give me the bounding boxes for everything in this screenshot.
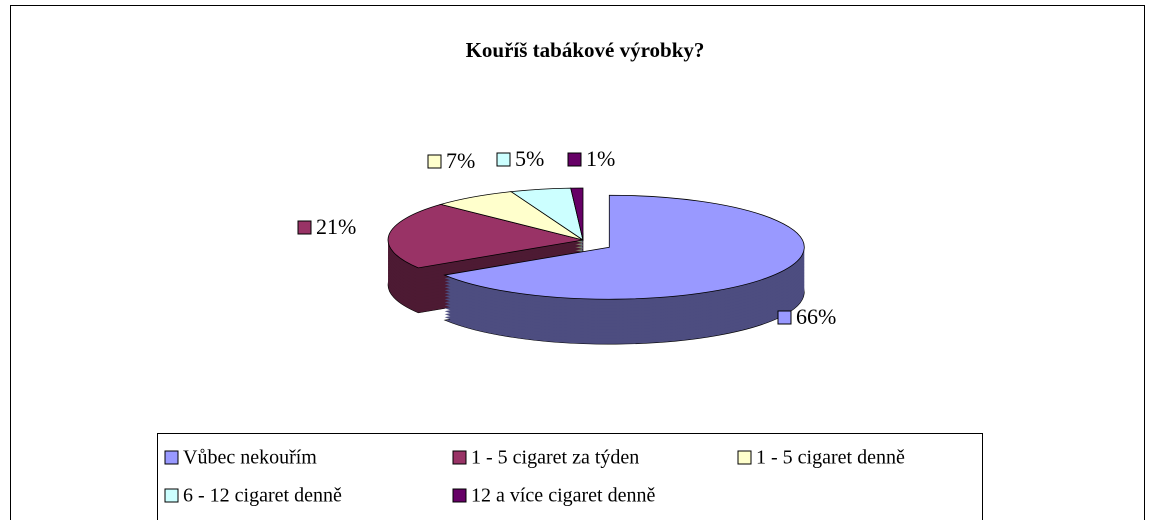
label-key	[777, 310, 792, 325]
legend-label: 1 - 5 cigaret denně	[756, 447, 905, 469]
legend-key	[737, 450, 752, 465]
chart-title: Kouříš tabákové výrobky?	[466, 38, 705, 62]
data-label: 21%	[316, 214, 356, 239]
data-label: 7%	[446, 148, 475, 173]
legend-box	[157, 433, 983, 520]
legend-key	[164, 450, 179, 465]
data-label: 66%	[796, 304, 836, 329]
legend-label: 6 - 12 cigaret denně	[183, 485, 342, 507]
legend-key	[452, 488, 467, 503]
label-key	[427, 154, 442, 169]
label-key	[297, 220, 312, 235]
label-key	[496, 152, 511, 167]
legend-label: Vůbec nekouřím	[183, 447, 317, 469]
legend-label: 1 - 5 cigaret za týden	[471, 447, 639, 469]
legend-label: 12 a více cigaret denně	[471, 485, 655, 507]
slice	[443, 194, 805, 300]
slice	[387, 203, 584, 269]
data-label: 5%	[515, 146, 544, 171]
legend-key	[164, 488, 179, 503]
slice	[570, 187, 584, 241]
label-key	[567, 152, 582, 167]
data-label: 1%	[586, 146, 615, 171]
legend-key	[452, 450, 467, 465]
